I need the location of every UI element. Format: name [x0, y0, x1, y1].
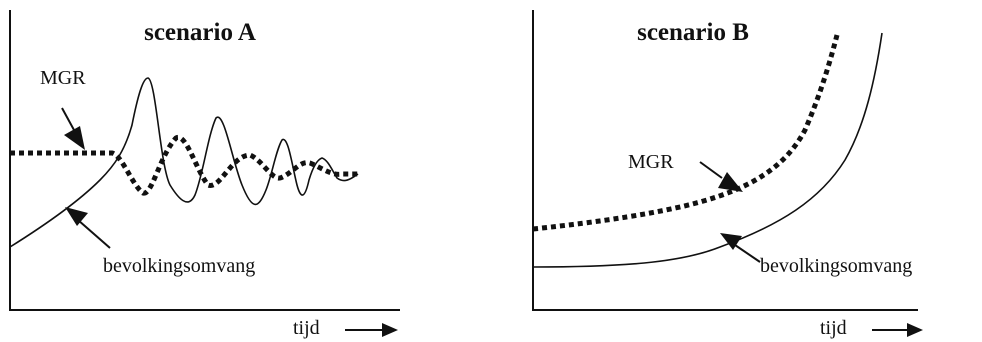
panel-b-mgr-arrow: [699, 161, 723, 179]
panel-b-population-arrowhead: [720, 233, 742, 250]
panel-a-mgr-arrowhead: [64, 126, 85, 150]
panel-a-population-curve: [9, 77, 359, 248]
panel-scenario-b: scenario B MGR bevolkingsomvang tijd: [532, 10, 923, 339]
panel-b-mgr-arrowhead: [718, 172, 743, 192]
panel-a-mgr-curve: [10, 135, 358, 196]
panel-b-time-arrowhead: [907, 323, 923, 337]
panel-b-time-label: tijd: [820, 317, 847, 339]
panel-b-population-curve: [532, 32, 883, 268]
panel-b-population-label: bevolkingsomvang: [760, 255, 912, 277]
panel-a-axes: [9, 10, 400, 311]
panel-a-time-label: tijd: [293, 317, 320, 339]
panel-scenario-a: scenario A MGR bevolkingsomvang tijd: [9, 10, 400, 339]
panel-a-time-arrowhead: [382, 323, 398, 337]
panel-b-title: scenario B: [637, 19, 749, 46]
panel-a-population-arrowhead: [65, 207, 88, 226]
panel-a-population-arrow: [77, 219, 111, 249]
panel-b-population-arrow: [734, 244, 761, 263]
panel-b-mgr-curve: [532, 34, 840, 232]
panel-a-title: scenario A: [144, 19, 256, 46]
panel-a-mgr-arrow: [61, 107, 75, 131]
panel-b-axes: [532, 10, 918, 311]
panel-b-mgr-label: MGR: [628, 151, 674, 173]
panel-a-population-label: bevolkingsomvang: [103, 255, 255, 277]
panel-a-mgr-label: MGR: [40, 67, 86, 89]
